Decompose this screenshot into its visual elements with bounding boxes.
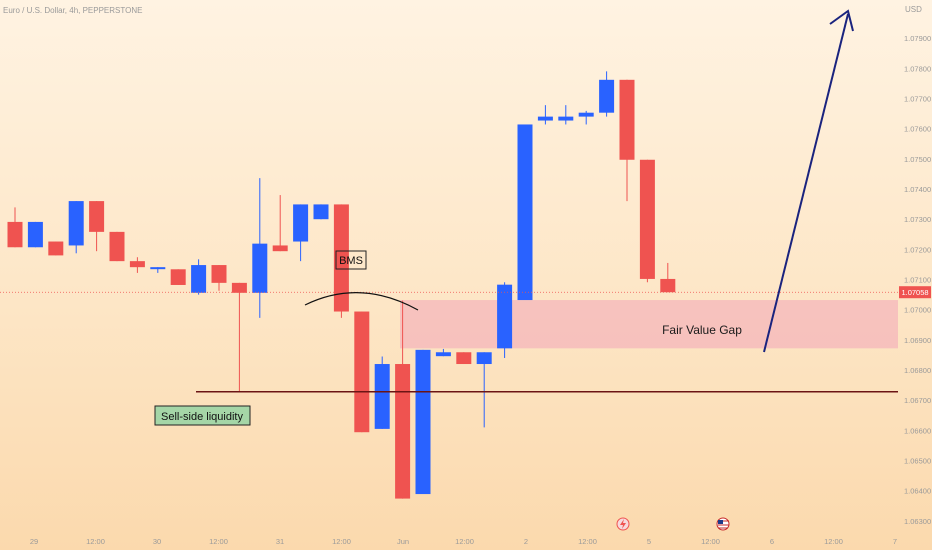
x-tick-label: 2: [524, 537, 528, 546]
x-axis: 29 12:00 30 12:00 31 12:00 Jun 12:00 2 12:00 5 12:0…: [30, 537, 897, 546]
y-axis: 1.07900 1.07800 1.07700 1.07600 1.07500 1.074…: [904, 34, 931, 526]
chart-symbol-title: Euro / U.S. Dollar, 4h, PEPPERSTONE: [3, 6, 142, 15]
bms-label: BMS: [339, 255, 363, 267]
candle-body: [109, 231, 125, 262]
candle-body: [89, 201, 105, 232]
candle-body: [497, 284, 513, 349]
candle-body: [415, 349, 431, 495]
candle-body: [558, 116, 574, 121]
x-tick-label: 7: [893, 537, 897, 546]
projection-arrow-line: [763, 13, 849, 353]
candle-body: [48, 241, 64, 256]
candle-body: [395, 364, 411, 499]
candle-body: [211, 265, 227, 283]
candle-body: [129, 261, 145, 268]
candle-body: [27, 221, 43, 248]
x-tick-label: 29: [30, 537, 38, 546]
y-tick-label: 1.07900: [904, 34, 931, 43]
candle-body: [456, 352, 472, 365]
candle-body: [639, 159, 655, 279]
x-tick-label: Jun: [397, 537, 409, 546]
candle-body: [578, 112, 594, 117]
candle-body: [476, 352, 492, 365]
candle-body: [313, 204, 329, 220]
y-tick-label: 1.07400: [904, 185, 931, 194]
sell-side-label: Sell-side liquidity: [161, 411, 243, 423]
y-tick-label: 1.06900: [904, 336, 931, 345]
candle-body: [333, 204, 349, 312]
x-tick-label: 31: [276, 537, 284, 546]
candle-body: [537, 116, 553, 121]
y-tick-label: 1.06800: [904, 366, 931, 375]
fair-value-gap-zone: [400, 300, 898, 349]
candle-body: [354, 311, 370, 433]
candle-body: [7, 221, 23, 248]
y-tick-label: 1.06500: [904, 457, 931, 466]
bms-arc: [304, 292, 419, 311]
currency-label: USD: [905, 5, 922, 14]
sell-side-liquidity-box[interactable]: Sell-side liquidity: [154, 405, 251, 426]
y-tick-label: 1.06400: [904, 487, 931, 496]
x-tick-label: 12:00: [86, 537, 105, 546]
y-tick-label: 1.07000: [904, 306, 931, 315]
x-tick-label: 12:00: [578, 537, 597, 546]
current-price-tag: 1.07058: [899, 286, 931, 299]
y-tick-label: 1.06700: [904, 396, 931, 405]
candle-body: [599, 79, 615, 113]
x-tick-label: 12:00: [824, 537, 843, 546]
y-tick-label: 1.07800: [904, 64, 931, 73]
candle-body: [435, 352, 451, 357]
y-tick-label: 1.07100: [904, 276, 931, 285]
x-tick-label: 12:00: [455, 537, 474, 546]
x-tick-label: 12:00: [332, 537, 351, 546]
candle-body: [660, 278, 676, 293]
projection-arrow-head: [829, 9, 854, 32]
current-price-value: 1.07058: [901, 288, 928, 297]
candle-body: [517, 124, 533, 301]
candle-body: [293, 204, 309, 242]
x-tick-label: 12:00: [701, 537, 720, 546]
y-tick-label: 1.06600: [904, 426, 931, 435]
candles: [7, 71, 676, 499]
candle-body: [252, 243, 268, 293]
candle-body: [619, 79, 635, 160]
fvg-label: Fair Value Gap: [662, 323, 742, 337]
y-tick-label: 1.07300: [904, 215, 931, 224]
x-tick-label: 30: [153, 537, 161, 546]
y-tick-label: 1.07200: [904, 245, 931, 254]
y-tick-label: 1.07500: [904, 155, 931, 164]
candle-body: [231, 282, 247, 293]
candle-body: [374, 364, 390, 429]
candle-body: [68, 201, 84, 246]
x-tick-label: 5: [647, 537, 651, 546]
y-tick-label: 1.06300: [904, 517, 931, 526]
bms-label-box[interactable]: BMS: [335, 250, 367, 270]
candle-body: [272, 245, 288, 252]
x-tick-label: 12:00: [209, 537, 228, 546]
lightning-icon[interactable]: [616, 517, 630, 531]
y-tick-label: 1.07600: [904, 125, 931, 134]
overlay: [0, 9, 898, 393]
candle-body: [170, 269, 186, 285]
us-flag-icon[interactable]: [716, 517, 730, 531]
candle-body: [150, 267, 166, 270]
fvg-layer: [400, 300, 898, 349]
candle-body: [191, 265, 207, 293]
x-tick-label: 6: [770, 537, 774, 546]
y-tick-label: 1.07700: [904, 95, 931, 104]
